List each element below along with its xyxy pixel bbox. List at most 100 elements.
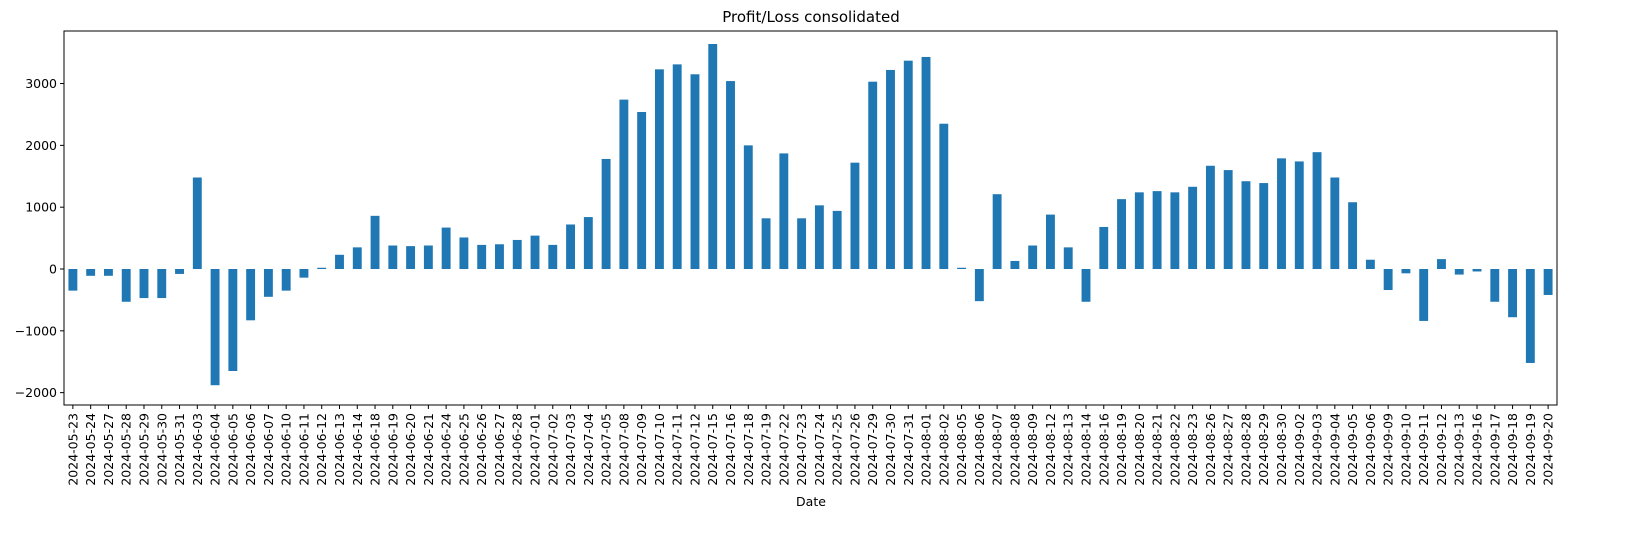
- x-tick-label: 2024-07-05: [599, 413, 614, 486]
- x-tick-label: 2024-06-19: [385, 413, 400, 486]
- x-tick-label: 2024-05-27: [101, 413, 116, 486]
- x-tick-label: 2024-08-12: [1043, 413, 1058, 486]
- bar-2024-05-27: [103, 269, 113, 276]
- bar-2024-07-23: [797, 218, 807, 269]
- bar-2024-07-12: [690, 74, 700, 269]
- x-tick-label: 2024-07-18: [741, 413, 756, 486]
- x-tick-label: 2024-07-09: [634, 413, 649, 486]
- bar-2024-06-21: [423, 245, 433, 269]
- x-tick-label: 2024-08-19: [1114, 413, 1129, 486]
- bar-2024-07-09: [637, 111, 647, 270]
- bar-2024-06-10: [281, 269, 291, 291]
- bar-2024-06-11: [299, 269, 309, 278]
- bar-2024-06-14: [352, 247, 362, 269]
- x-tick-label: 2024-06-14: [350, 413, 365, 486]
- bar-2024-09-03: [1312, 152, 1322, 269]
- bar-2024-07-08: [619, 99, 629, 269]
- bar-2024-06-19: [388, 245, 398, 269]
- x-tick-label: 2024-08-20: [1132, 413, 1147, 486]
- x-tick-label: 2024-08-27: [1221, 413, 1236, 486]
- x-tick-label: 2024-06-25: [456, 413, 471, 486]
- x-tick-label: 2024-09-03: [1310, 413, 1325, 486]
- bar-2024-09-12: [1437, 259, 1446, 269]
- x-tick-label: 2024-07-01: [528, 413, 543, 486]
- bar-2024-08-21: [1152, 191, 1162, 269]
- x-tick-label: 2024-08-21: [1150, 413, 1165, 486]
- bar-2024-09-05: [1348, 202, 1358, 269]
- bar-2024-08-02: [939, 123, 949, 270]
- x-tick-label: 2024-06-24: [439, 413, 454, 486]
- x-tick-label: 2024-08-30: [1274, 413, 1289, 486]
- bar-2024-06-26: [477, 244, 487, 269]
- x-tick-label: 2024-05-30: [154, 413, 169, 486]
- bar-2024-08-29: [1259, 183, 1269, 269]
- bar-2024-08-23: [1188, 186, 1198, 269]
- bar-2024-08-09: [1028, 245, 1038, 269]
- x-tick-label: 2024-08-01: [919, 413, 934, 486]
- bar-2024-07-30: [886, 69, 895, 269]
- y-tick-label: −1000: [15, 323, 57, 338]
- x-tick-label: 2024-07-25: [830, 413, 845, 486]
- bar-2024-09-06: [1365, 259, 1375, 269]
- bar-2024-07-19: [761, 218, 771, 269]
- x-tick-label: 2024-07-12: [687, 413, 702, 486]
- x-tick-label: 2024-09-13: [1452, 413, 1467, 486]
- bar-2024-08-06: [974, 269, 984, 302]
- bar-2024-09-13: [1454, 269, 1464, 275]
- x-tick-label: 2024-07-04: [581, 413, 596, 486]
- x-tick-label: 2024-09-20: [1541, 413, 1556, 486]
- bar-2024-05-28: [121, 269, 131, 302]
- x-axis-label: Date: [796, 494, 826, 509]
- bar-2024-07-10: [654, 69, 664, 269]
- x-tick-label: 2024-08-13: [1061, 413, 1076, 486]
- bar-2024-07-26: [850, 162, 860, 269]
- bar-2024-07-31: [903, 60, 913, 269]
- bar-2024-07-15: [708, 43, 718, 270]
- x-tick-label: 2024-05-24: [83, 413, 98, 486]
- x-tick-label: 2024-06-06: [243, 413, 258, 486]
- x-tick-label: 2024-07-03: [563, 413, 578, 486]
- y-tick-label: 2000: [25, 138, 57, 153]
- bar-2024-09-19: [1525, 269, 1535, 363]
- bar-2024-09-20: [1543, 269, 1553, 295]
- x-tick-label: 2024-08-06: [972, 413, 987, 486]
- bar-2024-06-24: [441, 227, 451, 269]
- x-tick-label: 2024-07-19: [759, 413, 774, 486]
- x-tick-label: 2024-08-09: [1025, 413, 1040, 486]
- bar-2024-07-04: [583, 217, 593, 269]
- bar-2024-06-20: [406, 246, 416, 269]
- x-tick-label: 2024-09-16: [1470, 413, 1485, 486]
- bar-2024-07-05: [601, 158, 611, 269]
- chart-title: Profit/Loss consolidated: [722, 8, 899, 26]
- bar-2024-07-11: [672, 64, 682, 269]
- x-tick-label: 2024-07-29: [865, 413, 880, 486]
- bar-2024-08-07: [992, 194, 1002, 269]
- bar-2024-08-26: [1205, 165, 1215, 269]
- x-tick-label: 2024-08-29: [1256, 413, 1271, 486]
- bar-2024-09-04: [1330, 177, 1340, 269]
- x-tick-label: 2024-07-31: [901, 413, 916, 486]
- bar-2024-07-01: [530, 235, 540, 269]
- x-tick-label: 2024-06-05: [225, 413, 240, 486]
- bar-2024-07-16: [726, 81, 735, 269]
- bar-2024-06-06: [246, 269, 256, 321]
- bar-2024-07-25: [832, 210, 842, 269]
- x-tick-label: 2024-08-07: [990, 413, 1005, 486]
- bar-2024-08-30: [1277, 158, 1286, 269]
- bar-2024-08-14: [1081, 269, 1091, 302]
- x-tick-label: 2024-06-13: [332, 413, 347, 486]
- x-tick-label: 2024-07-10: [652, 413, 667, 486]
- x-tick-label: 2024-05-31: [172, 413, 187, 486]
- bar-2024-09-18: [1508, 269, 1518, 318]
- bar-2024-08-19: [1117, 199, 1126, 269]
- x-tick-label: 2024-07-11: [670, 413, 685, 486]
- x-tick-label: 2024-07-23: [794, 413, 809, 486]
- x-tick-label: 2024-06-28: [510, 413, 525, 486]
- y-tick-label: 3000: [25, 76, 57, 91]
- x-tick-label: 2024-05-28: [119, 413, 134, 486]
- x-tick-label: 2024-08-16: [1096, 413, 1111, 486]
- x-tick-label: 2024-06-27: [492, 413, 507, 486]
- bar-2024-06-04: [210, 269, 220, 386]
- y-axis: −2000 −1000 0 1000 2000 3000: [15, 76, 64, 400]
